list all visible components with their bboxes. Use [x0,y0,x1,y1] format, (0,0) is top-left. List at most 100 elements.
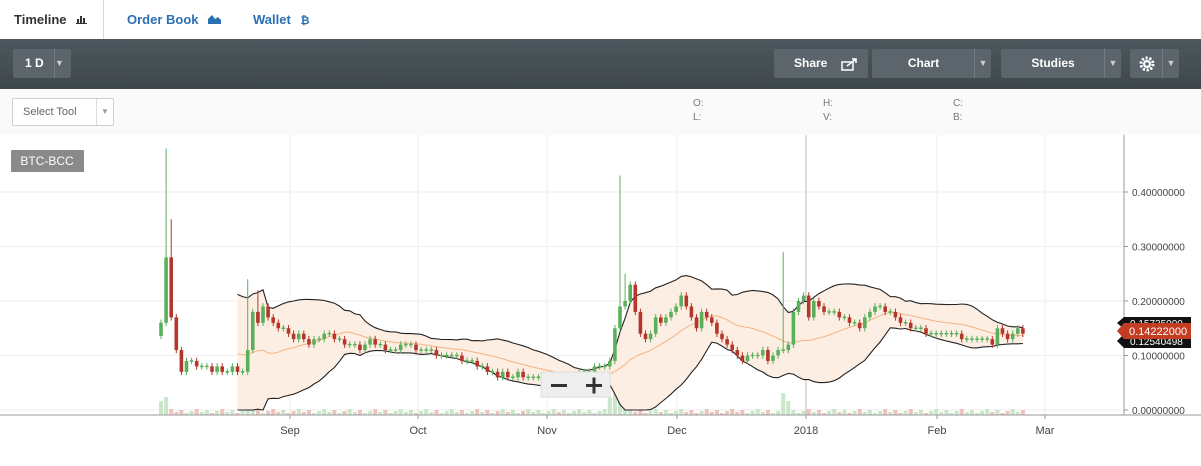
volume-bar [587,410,592,415]
tab-order-book[interactable]: Order Book [127,0,222,39]
settings-button[interactable]: ▼ [1130,49,1179,78]
candle-body [791,311,796,345]
candle-body [898,317,903,323]
volume-bar [607,397,612,415]
candle-body [959,333,964,340]
candle-body [281,327,286,329]
x-tick-label: Mar [1036,425,1055,437]
volume-bar [174,412,179,415]
share-button[interactable]: Share [774,49,868,78]
tab-wallet[interactable]: Wallet ₿ [253,0,309,39]
candle-body [174,317,179,351]
candle-body [990,339,995,345]
volume-bar [454,412,459,415]
bar-chart-icon [76,15,88,27]
candle-body [929,332,933,335]
candle-body [439,354,444,357]
volume-bar [419,411,424,415]
zoom-in-icon[interactable] [586,377,602,394]
volume-bar [643,413,648,415]
zoom-out-icon[interactable] [551,384,567,387]
volume-bar [485,410,490,415]
volume-bar [398,409,403,415]
tab-timeline[interactable]: Timeline [0,0,105,39]
candle-body [771,355,775,361]
zoom-controls[interactable] [540,371,611,398]
candle-body [347,343,352,346]
y-tick-label: 0.10000000 [1132,352,1185,363]
candle-body [827,311,831,313]
candle-body [822,306,826,312]
volume-bar [975,413,979,415]
volume-bar [220,409,225,415]
volume-bar [179,410,184,415]
candle-body [470,360,474,362]
volume-bar [531,412,536,415]
candle-body [806,295,811,318]
volume-bar [714,410,719,415]
candle-body [398,344,403,351]
chevron-down-icon: ▼ [96,99,113,125]
candle-body [312,339,316,345]
candle-body [414,344,418,351]
candle-body [358,344,362,351]
candle-body [873,306,877,312]
bid-label: B: [953,112,963,123]
volume-bar [204,410,209,415]
volume-bar [271,409,276,415]
candle-body [460,355,464,361]
chevron-down-icon: ▼ [1104,49,1121,78]
volume-bar [235,413,240,415]
studies-select[interactable]: Studies ▼ [1001,49,1121,78]
volume-bar [337,413,342,415]
volume-bar [210,413,214,415]
candle-body [888,311,893,313]
volume-bar [918,410,923,415]
volume-bar [516,413,520,415]
candle-body [495,371,500,378]
candle-body [291,333,296,340]
candle-body [720,333,724,340]
volume-bar [276,412,281,415]
candle-body [949,332,954,335]
candle-body [674,306,678,312]
volume-bar [867,410,872,415]
volume-bar [317,411,322,415]
candle-body [755,354,760,357]
candle-body [169,257,173,318]
volume-bar [408,410,413,415]
candle-body [710,317,714,323]
candle-body [944,332,949,335]
candle-body [536,376,541,379]
volume-bar [679,409,684,415]
chart-type-select[interactable]: Chart ▼ [872,49,991,78]
volume-bar [1005,411,1010,415]
candle-body [837,311,842,318]
volume-bar [995,410,1000,415]
volume-bar [306,410,311,415]
candle-body [245,350,250,372]
volume-bar [296,409,301,415]
volume-bar [286,413,291,415]
volume-bar [801,411,806,415]
x-tick-label: Nov [537,425,557,437]
x-tick-label: Sep [280,425,300,437]
volume-bar [959,409,964,415]
price-chart[interactable]: 0.00000000 0.10000000 0.20000000 0.30000000… [0,135,1201,466]
volume-bar [393,411,398,415]
candle-body [251,311,255,351]
y-tick-label: 0.30000000 [1132,243,1185,254]
candlesticks [159,148,1025,387]
volume-bar [363,413,367,415]
volume-bar [806,409,811,415]
interval-select[interactable]: 1 D ▼ [13,49,71,78]
y-axis: 0.00000000 0.10000000 0.20000000 0.30000000… [1123,135,1185,417]
volume-bar [301,412,306,415]
volume-bar [791,410,796,415]
volume-bar [490,413,495,415]
candle-body [210,366,214,372]
candle-body [694,317,699,329]
candle-body [388,349,393,351]
candle-body [796,301,801,312]
select-tool-dropdown[interactable]: Select Tool ▼ [12,98,114,126]
